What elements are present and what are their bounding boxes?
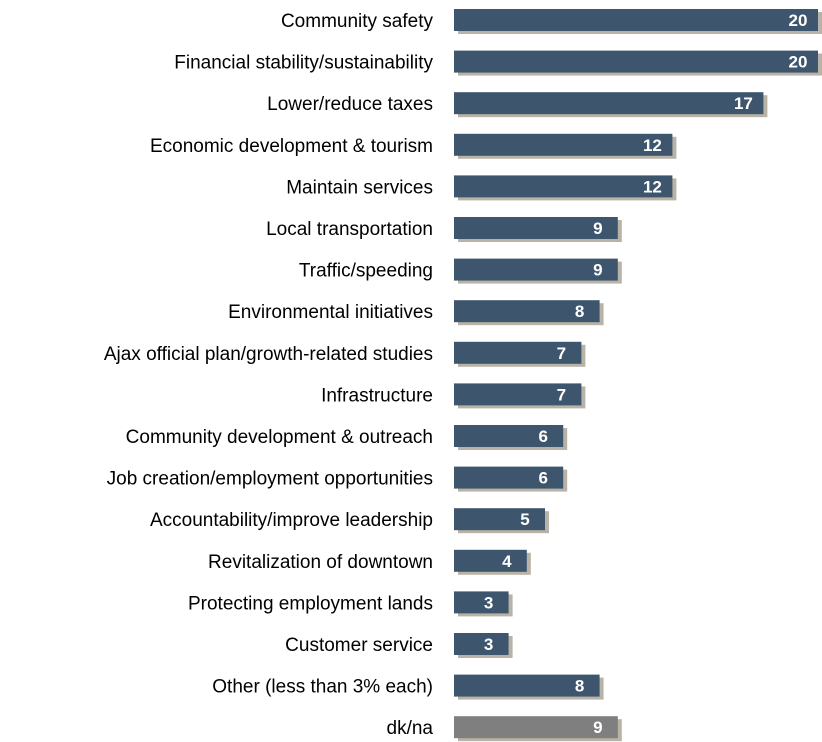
bar <box>454 92 764 115</box>
bar <box>454 133 673 156</box>
bar <box>454 383 582 406</box>
category-label: Infrastructure <box>321 385 433 406</box>
value-label: 12 <box>643 177 662 196</box>
value-label: 20 <box>789 53 808 72</box>
bar <box>454 300 600 323</box>
category-label: Financial stability/sustainability <box>174 53 433 74</box>
category-label: dk/na <box>387 718 434 739</box>
category-label: Revitalization of downtown <box>208 552 433 573</box>
value-label: 5 <box>520 510 529 529</box>
category-label: Accountability/improve leadership <box>150 510 433 531</box>
value-label: 8 <box>575 302 584 321</box>
value-label: 9 <box>593 718 602 737</box>
bar <box>454 633 509 655</box>
bar <box>454 217 618 239</box>
bar <box>454 175 673 198</box>
value-label: 7 <box>557 385 566 404</box>
category-label: Environmental initiatives <box>228 302 433 323</box>
bar <box>454 258 618 281</box>
value-label: 9 <box>593 219 602 238</box>
bar <box>454 466 564 489</box>
category-label: Maintain services <box>286 177 433 198</box>
bar <box>454 341 582 364</box>
category-label: Community safety <box>281 11 434 32</box>
value-label: 3 <box>484 635 493 654</box>
bar-shadows <box>458 12 822 742</box>
category-label: Community development & outreach <box>126 427 433 448</box>
value-label: 20 <box>789 11 808 30</box>
bar <box>454 425 564 447</box>
value-label: 4 <box>502 552 512 571</box>
bar <box>454 9 818 31</box>
bar <box>454 591 509 614</box>
value-label: 7 <box>557 344 566 363</box>
category-label: Protecting employment lands <box>188 593 433 614</box>
bar-dk-na <box>454 716 618 739</box>
category-label: Job creation/employment opportunities <box>107 469 433 490</box>
category-label: Traffic/speeding <box>299 261 433 282</box>
category-label: Ajax official plan/growth-related studie… <box>104 344 433 365</box>
bars <box>454 9 818 739</box>
bar <box>454 674 600 697</box>
value-label: 12 <box>643 136 662 155</box>
value-label: 8 <box>575 677 584 696</box>
value-label: 6 <box>538 427 547 446</box>
category-label: Customer service <box>285 635 433 656</box>
value-label: 3 <box>484 593 493 612</box>
category-label: Lower/reduce taxes <box>267 94 433 115</box>
category-labels: Community safety Financial stability/sust… <box>104 11 434 739</box>
category-label: Other (less than 3% each) <box>212 677 433 698</box>
value-label: 17 <box>734 94 753 113</box>
value-labels: 20 20 17 12 12 9 9 8 7 7 6 6 5 4 3 3 8 9 <box>484 11 808 737</box>
category-label: Local transportation <box>266 219 433 240</box>
bar <box>454 508 545 531</box>
bar <box>454 50 818 73</box>
bar <box>454 549 527 572</box>
category-label: Economic development & tourism <box>150 136 433 157</box>
value-label: 6 <box>538 469 547 488</box>
value-label: 9 <box>593 261 602 280</box>
